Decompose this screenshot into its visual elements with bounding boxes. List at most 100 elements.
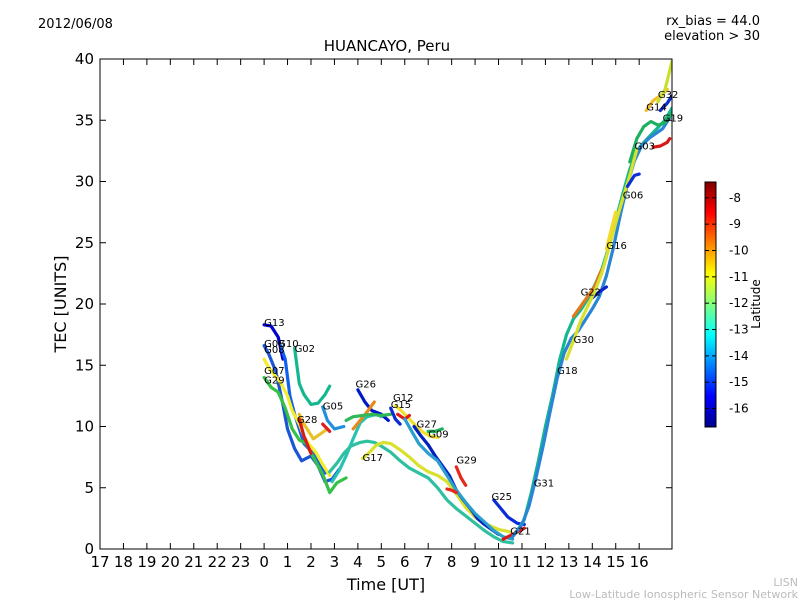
x-axis-label: Time [UT] — [346, 575, 425, 594]
satellite-label: G09 — [428, 430, 448, 441]
satellite-label: G29 — [456, 455, 476, 466]
x-tick-label: 19 — [137, 553, 156, 571]
y-tick-label: 15 — [75, 356, 94, 374]
series-line — [651, 137, 672, 149]
x-tick-label: 0 — [259, 553, 269, 571]
series-line — [344, 412, 393, 422]
y-tick-label: 40 — [75, 50, 94, 68]
y-tick-label: 20 — [75, 295, 94, 313]
colorbar-tick-label: -13 — [729, 323, 749, 337]
series-line — [571, 268, 604, 318]
series-line — [412, 424, 501, 536]
x-axis: 17 18 19 20 21 22 23 0 1 2 3 4 5 6 7 8 9 10 11 12 13 14 15 16 — [90, 59, 649, 571]
colorbar-ticks: -8 -9 -10 -11 -12 -13 -14 -15 -16 — [705, 191, 749, 416]
colorbar-tick-label: -8 — [729, 191, 741, 205]
x-tick-label: 23 — [231, 553, 250, 571]
satellite-label: G02 — [295, 344, 315, 355]
satellite-label: G25 — [491, 492, 511, 503]
satellite-label: G13 — [264, 318, 284, 329]
x-tick-label: 3 — [330, 553, 340, 571]
y-tick-label: 35 — [75, 111, 94, 129]
satellite-labels: G13G08G10G02G08G07G29G28G05G26G12G15G27G… — [264, 90, 683, 537]
satellite-label: G31 — [534, 479, 554, 490]
y-tick-label: 25 — [75, 234, 94, 252]
satellite-label: G22 — [581, 287, 601, 298]
series-line — [628, 111, 672, 164]
satellite-label: G26 — [356, 379, 376, 390]
satellite-label: G14 — [646, 102, 666, 113]
satellite-label: G08 — [264, 339, 284, 350]
x-tick-label: 11 — [512, 553, 531, 571]
x-tick-label: 21 — [184, 553, 203, 571]
footer-network-short: LISN — [773, 576, 798, 589]
chart-title: HUANCAYO, Peru — [323, 37, 451, 55]
colorbar-tick-label: -9 — [729, 217, 741, 231]
satellite-label: G15 — [391, 400, 411, 411]
x-tick-label: 4 — [353, 553, 363, 571]
satellite-label: G32 — [658, 90, 678, 101]
x-tick-label: 5 — [377, 553, 387, 571]
x-tick-label: 7 — [423, 553, 433, 571]
series-line — [625, 172, 641, 188]
series-line — [604, 210, 618, 251]
colorbar-tick-label: -10 — [729, 243, 749, 257]
x-tick-label: 14 — [583, 553, 602, 571]
x-tick-label: 6 — [400, 553, 410, 571]
series-line — [297, 417, 313, 455]
x-tick-label: 18 — [114, 553, 133, 571]
series-line — [293, 346, 332, 406]
elevation-label: elevation > 30 — [664, 29, 760, 44]
colorbar-tick-label: -15 — [729, 375, 749, 389]
x-tick-label: 17 — [90, 553, 109, 571]
satellite-label: G28 — [297, 415, 317, 426]
series-line — [590, 285, 609, 300]
satellite-label: G08 — [264, 345, 284, 356]
x-tick-label: 22 — [208, 553, 227, 571]
satellite-label: G12 — [393, 393, 413, 404]
series-line — [454, 465, 468, 487]
x-tick-label: 16 — [630, 553, 649, 571]
series-line — [321, 405, 346, 431]
series-line — [389, 406, 402, 426]
x-tick-label: 15 — [606, 553, 625, 571]
series-line — [492, 498, 526, 527]
series-layer — [262, 59, 672, 545]
y-tick-label: 0 — [84, 540, 94, 558]
date-label: 2012/06/08 — [38, 17, 113, 32]
series-line — [510, 116, 672, 539]
series-line — [262, 375, 348, 495]
series-line — [403, 417, 515, 541]
series-line — [515, 106, 672, 533]
satellite-label: G27 — [416, 420, 436, 431]
colorbar-label: Latitude — [749, 279, 763, 328]
x-tick-label: 9 — [470, 553, 480, 571]
series-line — [445, 487, 458, 495]
satellite-label: G21 — [510, 526, 530, 537]
satellite-label: G19 — [663, 113, 683, 124]
y-tick-label: 30 — [75, 173, 94, 191]
satellite-label: G06 — [623, 191, 643, 202]
series-line — [278, 344, 327, 475]
y-axis: 0 5 10 15 20 25 30 35 40 — [75, 50, 672, 558]
satellite-label: G07 — [264, 366, 284, 377]
series-line — [328, 439, 515, 545]
y-tick-label: 10 — [75, 418, 94, 436]
series-line — [393, 404, 440, 440]
colorbar-tick-label: -12 — [729, 296, 749, 310]
satellite-label: G29 — [264, 376, 284, 387]
satellite-label: G17 — [363, 453, 383, 464]
colorbar-tick-label: -14 — [729, 349, 749, 363]
rx-bias-label: rx_bias = 44.0 — [666, 14, 760, 29]
series-line — [564, 148, 639, 361]
y-axis-label: TEC [UNITS] — [51, 256, 70, 354]
colorbar-tick-label: -16 — [729, 402, 749, 416]
colorbar: -8 -9 -10 -11 -12 -13 -14 -15 -16 Latitude — [704, 181, 763, 428]
satellite-label: G16 — [606, 241, 626, 252]
series-line — [262, 357, 332, 478]
series-line — [658, 94, 672, 113]
x-tick-label: 2 — [306, 553, 316, 571]
satellite-label: G05 — [323, 401, 343, 412]
y-tick-label: 5 — [84, 479, 94, 497]
x-tick-label: 8 — [447, 553, 457, 571]
colorbar-scale — [704, 181, 717, 428]
